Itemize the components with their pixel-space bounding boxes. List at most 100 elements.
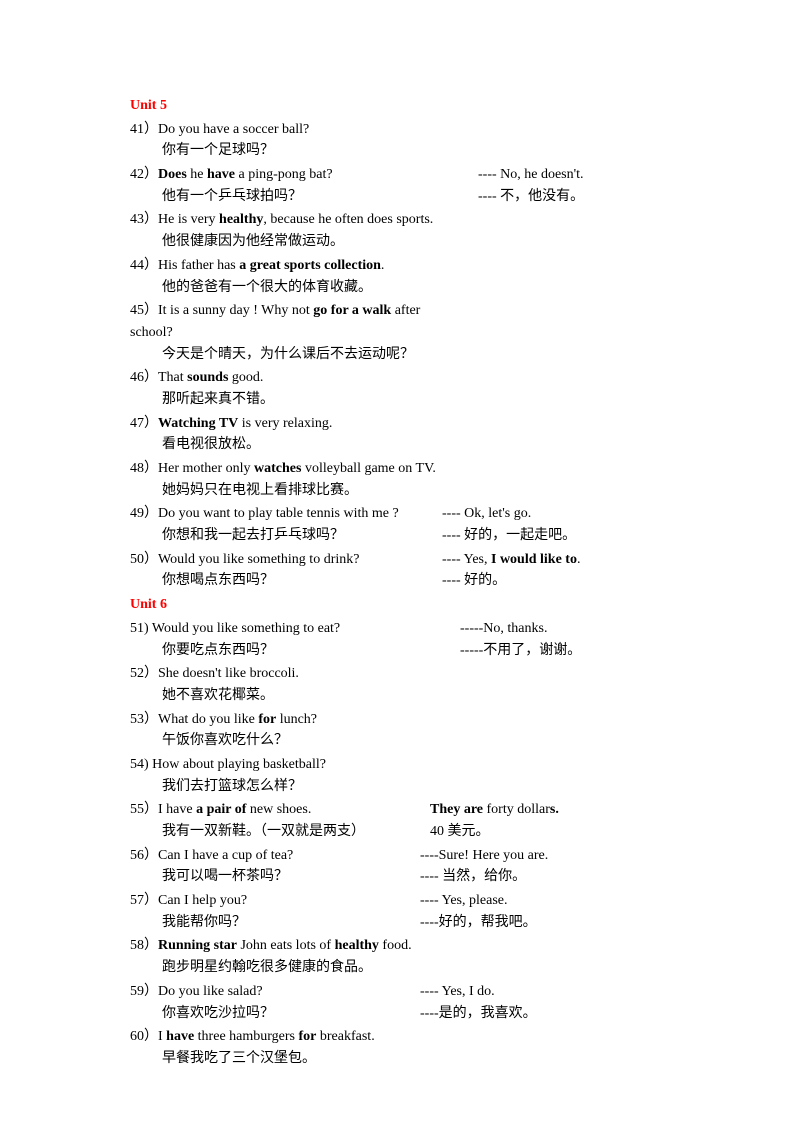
english-row: 45）It is a sunny day ! Why not go for a … <box>130 300 710 343</box>
item-number: 50） <box>130 552 158 567</box>
chinese-row: 跑步明星约翰吃很多健康的食品。 <box>130 957 710 979</box>
chinese-response: -----不用了，谢谢。 <box>460 640 710 662</box>
english-text: 49）Do you want to play table tennis with… <box>130 503 442 525</box>
english-text: 42）Does he have a ping-pong bat? <box>130 164 460 186</box>
sentence-item: 51) Would you like something to eat?----… <box>130 618 710 661</box>
item-number: 42） <box>130 167 158 182</box>
chinese-row: 我可以喝一杯茶吗？---- 当然，给你。 <box>130 866 710 888</box>
chinese-text: 你想和我一起去打乒乓球吗？ <box>130 525 442 547</box>
sentence-item: 44）His father has a great sports collect… <box>130 255 710 298</box>
item-number: 41） <box>130 122 158 137</box>
english-row: 55）I have a pair of new shoes.They are f… <box>130 799 710 821</box>
chinese-response: ---- 当然，给你。 <box>420 866 710 888</box>
english-row: 54) How about playing basketball? <box>130 754 710 776</box>
document-page: Unit 541）Do you have a soccer ball?你有一个足… <box>0 0 800 1132</box>
chinese-row: 看电视很放松。 <box>130 434 710 456</box>
item-number: 59） <box>130 984 158 999</box>
english-text: 48）Her mother only watches volleyball ga… <box>130 458 460 480</box>
chinese-text: 他的爸爸有一个很大的体育收藏。 <box>130 277 460 299</box>
chinese-text: 你喜欢吃沙拉吗？ <box>130 1003 420 1025</box>
english-row: 42）Does he have a ping-pong bat?---- No,… <box>130 164 710 186</box>
chinese-text: 你想喝点东西吗？ <box>130 570 442 592</box>
english-text: 45）It is a sunny day ! Why not go for a … <box>130 300 460 343</box>
english-text: 60）I have three hamburgers for breakfast… <box>130 1026 460 1048</box>
chinese-text: 你要吃点东西吗？ <box>130 640 460 662</box>
sentence-item: 46）That sounds good.那听起来真不错。 <box>130 367 710 410</box>
sentence-item: 48）Her mother only watches volleyball ga… <box>130 458 710 501</box>
english-sentence: Do you want to play table tennis with me… <box>158 506 399 521</box>
english-text: 54) How about playing basketball? <box>130 754 460 776</box>
english-text: 56）Can I have a cup of tea? <box>130 845 420 867</box>
sentence-item: 47）Watching TV is very relaxing. 看电视很放松。 <box>130 413 710 456</box>
english-response: ---- Yes, I would like to. <box>442 549 710 571</box>
english-sentence: Does he have a ping-pong bat? <box>158 167 333 182</box>
item-number: 49） <box>130 506 158 521</box>
english-row: 56）Can I have a cup of tea?----Sure! Her… <box>130 845 710 867</box>
english-row: 49）Do you want to play table tennis with… <box>130 503 710 525</box>
item-number: 48） <box>130 461 158 476</box>
english-sentence: That sounds good. <box>158 370 263 385</box>
chinese-text: 我们去打篮球怎么样？ <box>130 776 460 798</box>
english-sentence: She doesn't like broccoli. <box>158 666 299 681</box>
item-number: 60） <box>130 1029 158 1044</box>
english-sentence: I have three hamburgers for breakfast. <box>158 1029 375 1044</box>
chinese-text: 今天是个晴天，为什么课后不去运动呢？ <box>130 344 460 366</box>
english-text: 53）What do you like for lunch? <box>130 709 460 731</box>
unit-header: Unit 5 <box>130 95 710 117</box>
english-sentence: Can I have a cup of tea? <box>158 848 293 863</box>
chinese-response: ---- 好的，一起走吧。 <box>442 525 710 547</box>
item-number: 47） <box>130 416 158 431</box>
chinese-text: 你有一个足球吗？ <box>130 140 460 162</box>
english-response: -----No, thanks. <box>460 618 710 640</box>
english-row: 44）His father has a great sports collect… <box>130 255 710 277</box>
sentence-item: 49）Do you want to play table tennis with… <box>130 503 710 546</box>
chinese-row: 她妈妈只在电视上看排球比赛。 <box>130 480 710 502</box>
chinese-text: 那听起来真不错。 <box>130 389 460 411</box>
chinese-row: 你想和我一起去打乒乓球吗？---- 好的，一起走吧。 <box>130 525 710 547</box>
item-number: 52） <box>130 666 158 681</box>
item-number: 58） <box>130 938 158 953</box>
chinese-row: 他有一个乒乓球拍吗？---- 不，他没有。 <box>130 186 710 208</box>
sentence-item: 43）He is very healthy, because he often … <box>130 209 710 252</box>
chinese-response: ---- 不，他没有。 <box>460 186 710 208</box>
chinese-row: 我有一双新鞋。（一双就是两支） 40 美元。 <box>130 821 710 843</box>
chinese-row: 今天是个晴天，为什么课后不去运动呢？ <box>130 344 710 366</box>
english-text: 50）Would you like something to drink? <box>130 549 442 571</box>
english-row: 41）Do you have a soccer ball? <box>130 119 710 141</box>
sentence-item: 58）Running star John eats lots of health… <box>130 935 710 978</box>
sentence-item: 53）What do you like for lunch? 午饭你喜欢吃什么？ <box>130 709 710 752</box>
english-sentence: Do you have a soccer ball? <box>158 122 309 137</box>
english-row: 47）Watching TV is very relaxing. <box>130 413 710 435</box>
english-response: ---- Yes, I do. <box>420 981 710 1003</box>
chinese-response: ---- 好的。 <box>442 570 710 592</box>
item-number: 56） <box>130 848 158 863</box>
chinese-row: 你想喝点东西吗？---- 好的。 <box>130 570 710 592</box>
english-row: 53）What do you like for lunch? <box>130 709 710 731</box>
english-row: 52）She doesn't like broccoli. <box>130 663 710 685</box>
item-number: 51) <box>130 621 152 636</box>
chinese-text: 看电视很放松。 <box>130 434 460 456</box>
english-response: ---- No, he doesn't. <box>460 164 710 186</box>
chinese-row: 她不喜欢花椰菜。 <box>130 685 710 707</box>
english-sentence: What do you like for lunch? <box>158 712 317 727</box>
chinese-row: 我们去打篮球怎么样？ <box>130 776 710 798</box>
chinese-row: 你要吃点东西吗？ -----不用了，谢谢。 <box>130 640 710 662</box>
english-sentence: Her mother only watches volleyball game … <box>158 461 436 476</box>
chinese-text: 我能帮你吗？ <box>130 912 420 934</box>
item-number: 44） <box>130 258 158 273</box>
english-row: 46）That sounds good. <box>130 367 710 389</box>
english-row: 43）He is very healthy, because he often … <box>130 209 710 231</box>
english-sentence: Watching TV is very relaxing. <box>158 416 332 431</box>
chinese-text: 我有一双新鞋。（一双就是两支） <box>130 821 430 843</box>
english-sentence: His father has a great sports collection… <box>158 258 384 273</box>
item-number: 53） <box>130 712 158 727</box>
sentence-item: 50）Would you like something to drink? --… <box>130 549 710 592</box>
chinese-response: ----是的，我喜欢。 <box>420 1003 710 1025</box>
english-response: ---- Yes, please. <box>420 890 710 912</box>
sentence-item: 42）Does he have a ping-pong bat?---- No,… <box>130 164 710 207</box>
sentence-item: 45）It is a sunny day ! Why not go for a … <box>130 300 710 365</box>
english-sentence: Do you like salad? <box>158 984 263 999</box>
english-text: 41）Do you have a soccer ball? <box>130 119 460 141</box>
english-row: 48）Her mother only watches volleyball ga… <box>130 458 710 480</box>
english-row: 50）Would you like something to drink? --… <box>130 549 710 571</box>
